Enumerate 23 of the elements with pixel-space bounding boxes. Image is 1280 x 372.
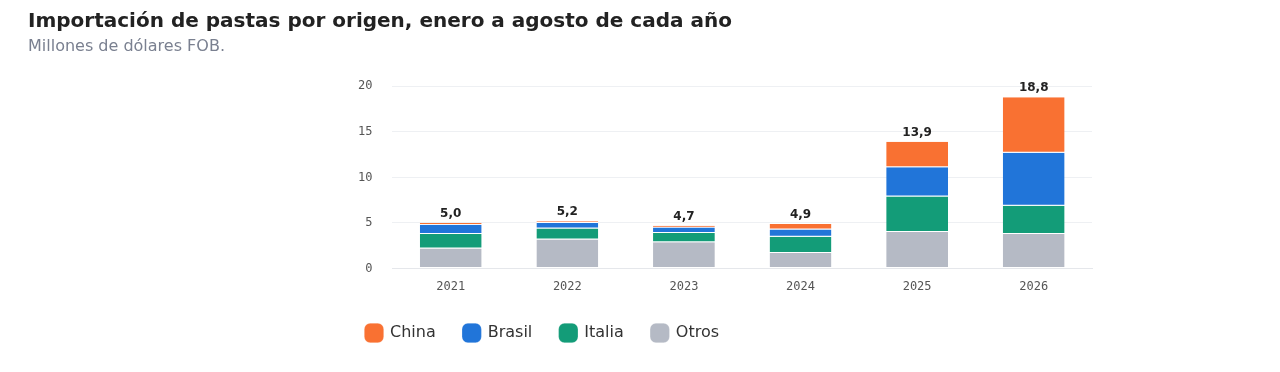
legend-label: Brasil	[487, 322, 533, 342]
total-label: 5,0	[440, 206, 462, 221]
total-label: 5,2	[556, 204, 578, 219]
x-tick-label: 2026	[1019, 278, 1049, 293]
legend-label: China	[390, 322, 436, 342]
total-label: 13,9	[902, 124, 932, 139]
x-tick-label: 2023	[669, 278, 699, 293]
x-tick-label: 2022	[552, 278, 582, 293]
y-tick-label: 15	[358, 123, 373, 138]
y-tick-label: 5	[365, 215, 373, 230]
y-tick-label: 0	[365, 260, 373, 275]
total-label: 4,7	[673, 208, 695, 223]
y-tick-label: 10	[358, 169, 373, 184]
text: Millones de dólares FOB.	[28, 36, 226, 55]
x-tick-label: 2025	[902, 278, 932, 293]
legend-label: Otros	[675, 322, 719, 342]
total-label: 18,8	[1018, 80, 1049, 95]
total-label: 4,9	[789, 207, 812, 222]
x-tick-label: 2024	[786, 278, 815, 293]
chart-title: Importación de pastas por origen, enero a agosto de cada año	[28, 8, 733, 32]
legend-label: Italia	[584, 322, 624, 342]
y-tick-label: 20	[358, 78, 373, 93]
x-tick-label: 2021	[436, 278, 466, 293]
